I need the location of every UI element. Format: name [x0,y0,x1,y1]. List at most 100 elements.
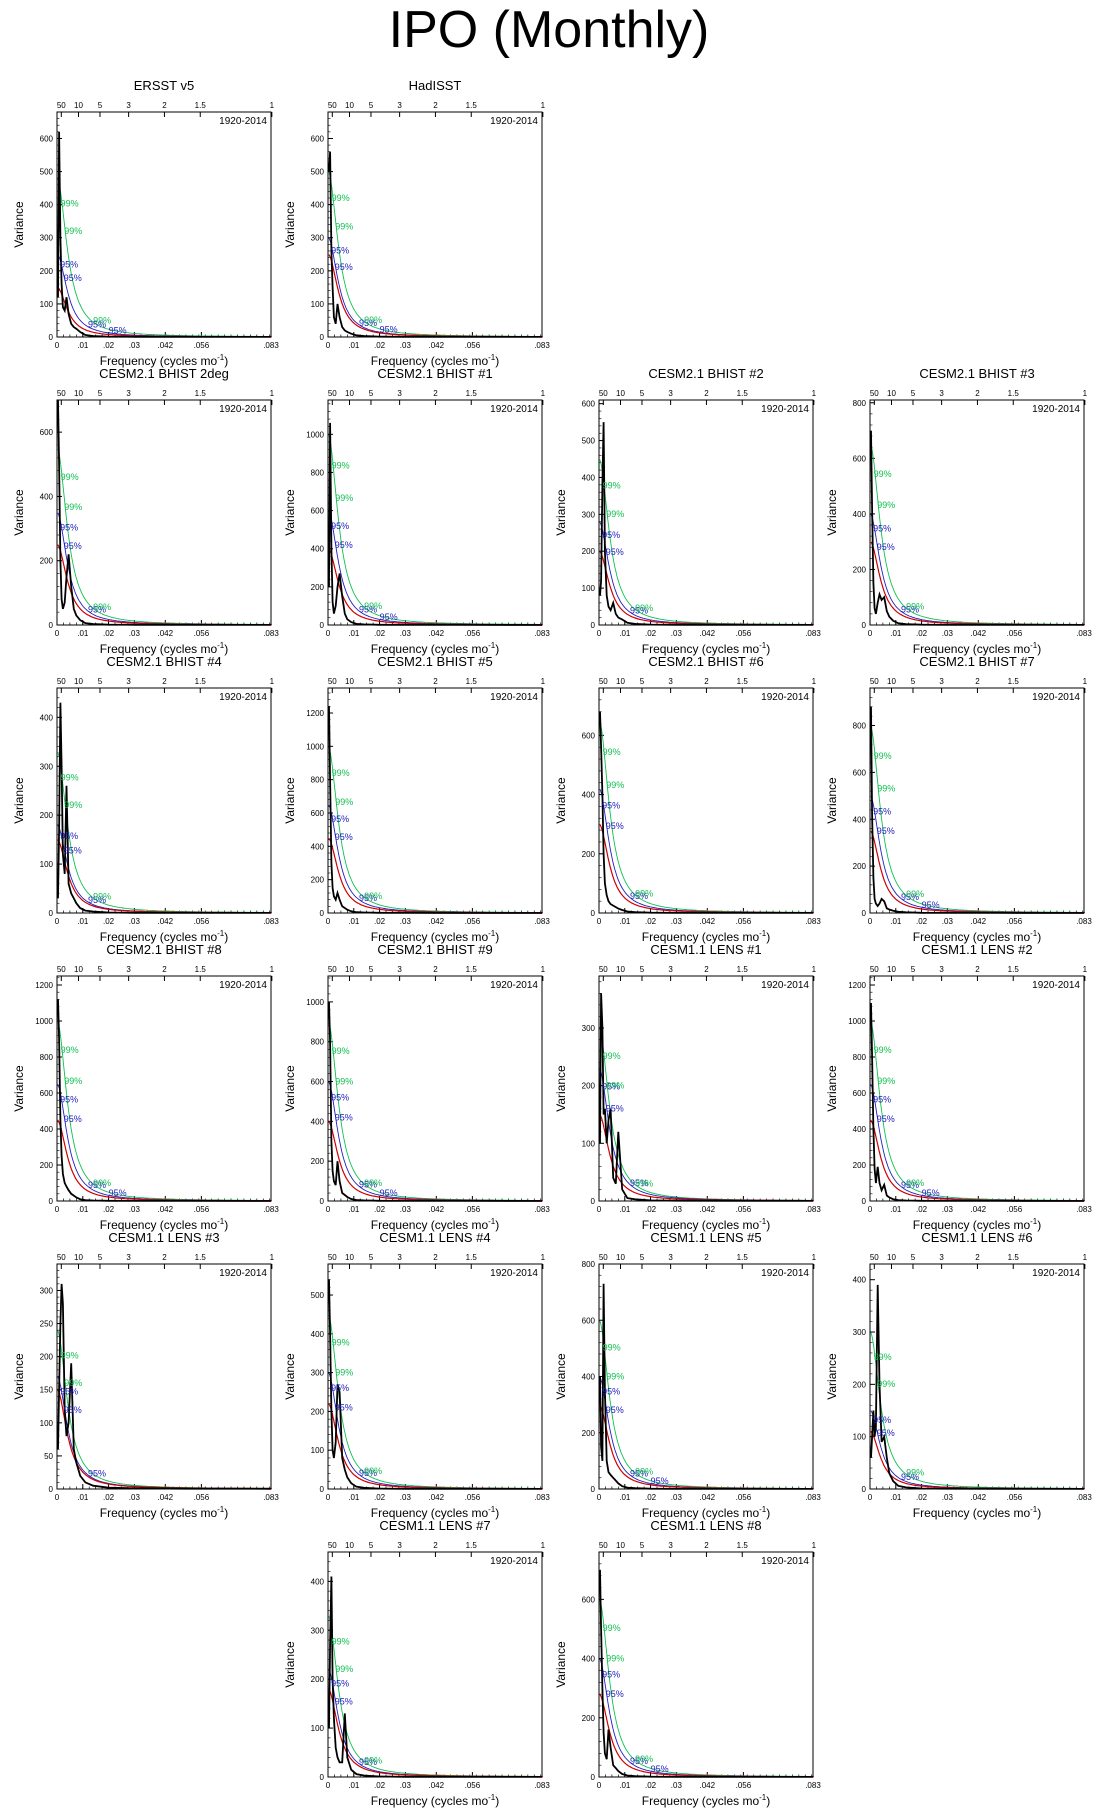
y-tick-label: 0 [591,1485,596,1494]
x-tick-label: .083 [263,917,279,926]
period-label: 1920-2014 [219,1268,267,1279]
significance-label: 95% [331,1383,349,1393]
y-tick-label: 0 [320,1485,325,1494]
x-tick-label: .056 [1007,1493,1023,1502]
top-tick-label: 2 [162,677,167,686]
panel-title: CESM1.1 LENS #2 [921,942,1032,957]
top-tick-label: 1 [270,389,275,398]
y-tick-label: 600 [311,809,325,818]
x-tick-label: .083 [263,1205,279,1214]
x-tick-label: .01 [77,1493,89,1502]
plot-frame [327,111,543,338]
x-tick-label: .01 [348,629,360,638]
sig-99-curve [870,1021,1085,1201]
plot-frame [56,975,272,1202]
top-tick-label: 10 [616,965,625,974]
x-axis-label: Frequency (cycles mo-1) [913,929,1042,944]
significance-label: 95% [359,318,377,328]
sig-99-curve [328,1314,543,1489]
significance-label: 95% [88,320,106,330]
x-tick-label: .042 [158,917,174,926]
top-tick-label: 10 [887,965,896,974]
panel-title: CESM1.1 LENS #3 [108,1230,219,1245]
x-tick-label: 0 [597,1205,602,1214]
y-tick-label: 0 [49,909,54,918]
significance-label: 99% [877,1379,895,1389]
x-tick-label: .03 [942,1493,954,1502]
top-tick-label: 2 [704,965,709,974]
y-tick-label: 100 [40,1419,54,1428]
y-tick-label: 500 [40,168,54,177]
period-label: 1920-2014 [219,116,267,127]
y-tick-label: 500 [311,1291,325,1300]
top-tick-label: 1 [1083,1253,1088,1262]
y-tick-label: 200 [582,1429,596,1438]
significance-label: 95% [606,1405,624,1415]
significance-label: 95% [331,521,349,531]
y-tick-label: 1000 [306,430,324,439]
significance-label: 99% [93,316,111,326]
sig-99-curve [599,1320,814,1489]
top-tick-label: 10 [74,1253,83,1262]
x-tick-label: 0 [868,1493,873,1502]
x-axis-label-exponent: -1 [488,641,496,650]
significance-label: 95% [630,1756,648,1766]
x-tick-label: .056 [194,629,210,638]
x-tick-label: .083 [534,341,550,350]
significance-label: 95% [630,1178,648,1188]
x-tick-label: .02 [916,1493,928,1502]
significance-label: 95% [331,814,349,824]
y-tick-label: 500 [582,437,596,446]
y-tick-label: 100 [40,860,54,869]
y-tick-label: 200 [853,1161,867,1170]
x-tick-label: 0 [326,341,331,350]
significance-label: 99% [64,502,82,512]
panel-title: CESM2.1 BHIST #8 [106,942,221,957]
x-axis-label-exponent: -1 [1030,641,1038,650]
x-axis-label-exponent: -1 [217,1217,225,1226]
y-tick-label: 300 [582,1024,596,1033]
y-tick-label: 600 [40,1089,54,1098]
significance-label: 99% [603,1623,621,1633]
x-tick-label: .02 [103,629,115,638]
significance-label: 99% [93,1178,111,1188]
significance-label: 95% [335,832,353,842]
significance-label: 99% [877,783,895,793]
x-tick-label: .02 [374,1493,386,1502]
significance-label: 99% [635,603,653,613]
top-tick-label: 1 [812,677,817,686]
top-tick-label: 2 [704,1253,709,1262]
significance-label: 99% [635,1467,653,1477]
significance-label: 95% [359,1757,377,1767]
x-tick-label: .03 [400,1493,412,1502]
significance-label: 95% [109,325,127,335]
y-tick-label: 200 [40,1161,54,1170]
y-tick-label: 400 [311,201,325,210]
significance-label: 99% [606,509,624,519]
x-tick-label: .01 [77,1205,89,1214]
top-tick-label: 10 [345,101,354,110]
y-axis-label: Variance [283,777,297,824]
x-tick-label: .042 [429,1493,445,1502]
top-tick-label: 5 [369,1541,374,1550]
y-axis-label: Variance [12,489,26,536]
x-tick-label: .042 [429,1781,445,1790]
top-tick-label: 50 [57,677,66,686]
y-tick-label: 200 [311,1407,325,1416]
x-tick-label: .02 [645,629,657,638]
plot-frame [327,1263,543,1490]
x-tick-label: .042 [158,1493,174,1502]
top-tick-label: 50 [870,677,879,686]
spectrum-panel: CESM2.1 BHIST #8 1920-2014 0 .01 .02 .03 .042.… [12,942,279,1232]
x-tick-label: .02 [103,917,115,926]
plot-frame [869,687,1085,914]
sig-99-curve [328,1022,543,1201]
significance-label: 95% [60,1095,78,1105]
panel-title: CESM2.1 BHIST #1 [377,366,492,381]
significance-label: 99% [61,1045,79,1055]
top-tick-label: 1.5 [1008,1253,1020,1262]
x-tick-label: .056 [736,917,752,926]
x-tick-label: .042 [429,917,445,926]
significance-label: 95% [602,1081,620,1091]
significance-label: 95% [88,1468,106,1478]
